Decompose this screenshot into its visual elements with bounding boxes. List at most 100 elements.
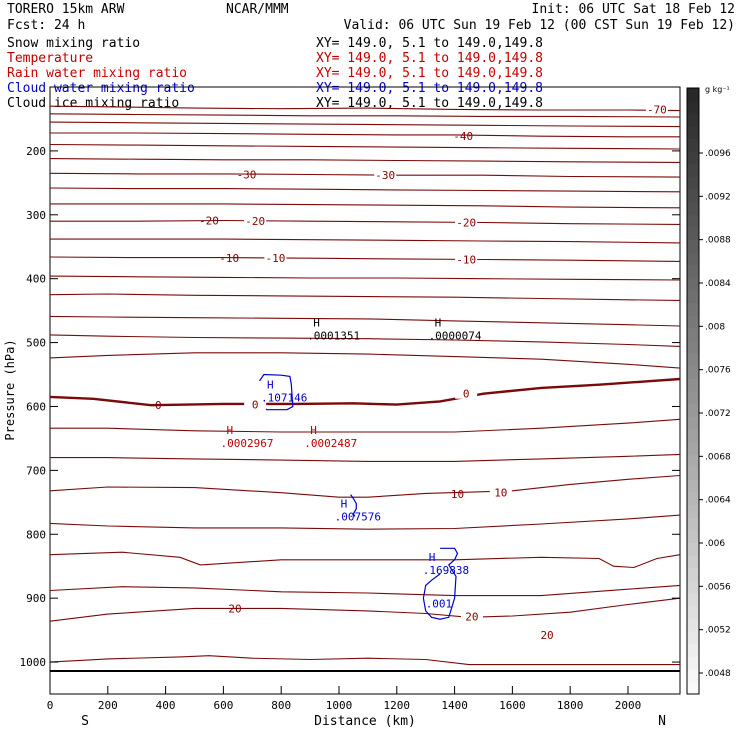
colorbar-swatch	[687, 290, 699, 304]
temperature-contour	[49, 584, 681, 597]
x-tick-label: 1200	[384, 699, 411, 712]
colorbar-label: .008	[705, 322, 725, 332]
x-tick-label: 1600	[499, 699, 526, 712]
x-tick-label: 400	[156, 699, 176, 712]
maximum-value: .169838	[423, 564, 469, 577]
temperature-labels: -40 -30 -20 -10 0 10 20 -70 -30 -20 -20 -10 -10 0 0 10 2…	[155, 103, 668, 642]
field-range: XY= 149.0, 5.1 to 149.0,149.8	[316, 66, 543, 81]
temperature-contour	[49, 105, 681, 112]
temperature-contour	[49, 514, 681, 530]
colorbar-swatch	[687, 214, 699, 228]
north-label: N	[658, 714, 666, 729]
maximum-marker: H	[435, 317, 442, 330]
cloud-water-contour	[422, 547, 459, 620]
x-tick-label: 200	[98, 699, 118, 712]
colorbar-label: .0096	[705, 149, 731, 159]
temperature-contour	[49, 158, 681, 163]
temperature-contour	[50, 418, 681, 433]
y-tick-label: 800	[26, 528, 46, 541]
colorbar-swatch	[687, 416, 699, 430]
temperature-contour	[49, 275, 681, 281]
temperature-contour	[50, 132, 680, 138]
x-tick-label: 800	[271, 699, 291, 712]
colorbar-swatch	[687, 176, 699, 190]
y-tick-label: 700	[26, 464, 46, 477]
temperature-contour-label: 20	[465, 611, 478, 624]
colorbar-frame	[686, 87, 700, 695]
temperature-contour	[49, 334, 681, 347]
colorbar-swatch	[687, 428, 699, 442]
temperature-contour	[50, 203, 681, 209]
colorbar-swatch	[687, 529, 699, 543]
label-background	[489, 486, 512, 498]
temperature-contours	[49, 105, 681, 666]
temperature-contour	[49, 551, 681, 569]
temperature-contour	[50, 238, 681, 244]
label-background	[460, 610, 483, 622]
temperature-contour-label: 20	[228, 602, 241, 615]
colorbar-swatch	[687, 593, 699, 607]
colorbar-swatch	[687, 630, 699, 644]
maximum-value: .0000074	[429, 330, 482, 343]
colorbar-swatch	[687, 201, 699, 215]
label-background	[455, 253, 478, 265]
field-label: Cloud water mixing ratio	[7, 81, 195, 96]
temperature-contour-label: 0	[252, 399, 259, 412]
y-tick-label: 300	[26, 209, 46, 222]
colorbar-swatch	[687, 277, 699, 291]
colorbar-label: .0072	[705, 409, 731, 419]
colorbar-swatch	[687, 681, 699, 695]
colorbar-label: .0056	[705, 582, 731, 592]
field-label: Snow mixing ratio	[7, 36, 140, 51]
colorbar-swatch	[687, 492, 699, 506]
colorbar-swatch	[687, 252, 699, 266]
temperature-contour	[49, 352, 681, 369]
valid-time: Valid: 06 UTC Sun 19 Feb 12 (00 CST Sun …	[344, 18, 735, 33]
field-range: XY= 149.0, 5.1 to 149.0,149.8	[316, 51, 543, 66]
colorbar-swatch	[687, 454, 699, 468]
maximum-value: .0002967	[221, 437, 274, 450]
field-range: XY= 149.0, 5.1 to 149.0,149.8	[316, 36, 543, 51]
y-tick-label: 200	[26, 145, 46, 158]
field-range: XY= 149.0, 5.1 to 149.0,149.8	[316, 81, 543, 96]
temperature-contour-label: -20	[456, 216, 476, 229]
colorbar-swatch	[687, 226, 699, 240]
y-axis-label: Pressure (hPa)	[3, 339, 17, 440]
temperature-contour-label: 0	[463, 388, 470, 401]
colorbar-swatch	[687, 466, 699, 480]
colorbar-swatch	[687, 302, 699, 316]
temperature-contour	[49, 377, 681, 407]
x-tick-label: 1400	[441, 699, 468, 712]
colorbar-swatch	[687, 403, 699, 417]
colorbar-label: .0048	[705, 669, 731, 679]
x-axis-label: Distance (km)	[314, 714, 416, 729]
colorbar-swatch	[687, 391, 699, 405]
cloud-water-contour	[350, 494, 357, 517]
colorbar-swatch	[687, 239, 699, 253]
colorbar-swatch	[687, 668, 699, 682]
colorbar-swatch	[687, 327, 699, 341]
temperature-contour	[49, 172, 681, 178]
colorbar-swatch	[687, 353, 699, 367]
colorbar-swatch	[687, 365, 699, 379]
temperature-contour	[50, 453, 681, 462]
temperature-contour-label: -20	[199, 215, 219, 228]
colorbar-swatch	[687, 605, 699, 619]
colorbar-swatch	[687, 643, 699, 657]
maximum-marker: H	[341, 497, 348, 510]
colorbar-label: .0084	[705, 279, 731, 289]
colorbar-swatch	[687, 125, 699, 139]
field-range: XY= 149.0, 5.1 to 149.0,149.8	[316, 96, 543, 111]
colorbar-swatch	[687, 504, 699, 518]
x-tick-label: 1800	[557, 699, 584, 712]
field-label: Rain water mixing ratio	[7, 66, 187, 81]
colorbar-label: .006	[705, 539, 725, 549]
label-background	[374, 169, 397, 181]
temperature-contour	[49, 143, 681, 150]
temperature-contour	[49, 315, 681, 327]
colorbar-label: .0088	[705, 236, 731, 246]
colorbar-swatch	[687, 567, 699, 581]
colorbar-swatch	[687, 656, 699, 670]
field-label: Temperature	[7, 51, 93, 66]
colorbar-swatch	[687, 264, 699, 278]
